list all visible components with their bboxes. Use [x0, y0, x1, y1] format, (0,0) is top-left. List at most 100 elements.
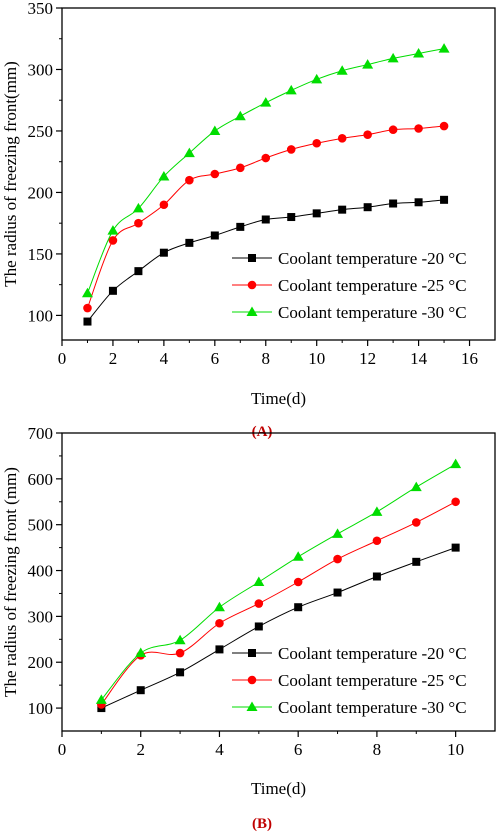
data-point: [176, 668, 185, 677]
data-point: [175, 648, 185, 658]
data-point: [134, 218, 143, 228]
data-point: [363, 203, 372, 212]
data-point: [107, 225, 119, 235]
data-point: [260, 97, 272, 107]
data-point: [210, 231, 219, 240]
data-point: [213, 601, 225, 612]
data-point: [287, 213, 296, 222]
x-tick-label: 16: [461, 349, 478, 368]
data-point: [95, 694, 107, 704]
legend-label: Coolant temperature -30 °C: [278, 303, 467, 322]
legend-marker: [247, 280, 257, 290]
series-line: [101, 547, 456, 709]
data-point: [440, 195, 449, 204]
data-point: [215, 618, 224, 628]
data-point: [389, 199, 398, 208]
data-point: [451, 543, 460, 552]
data-point: [413, 47, 425, 58]
data-point: [253, 576, 265, 586]
series-line: [100, 463, 456, 701]
x-tick-label: 2: [136, 740, 145, 759]
data-point: [412, 557, 421, 566]
data-point: [312, 209, 321, 218]
data-point: [108, 286, 117, 295]
data-point: [135, 647, 147, 658]
x-tick-label: 12: [359, 349, 376, 368]
data-point: [134, 267, 143, 276]
data-point: [414, 198, 423, 207]
data-point: [254, 622, 263, 631]
data-point: [285, 84, 297, 95]
y-tick-label: 500: [28, 516, 54, 535]
data-point: [336, 65, 348, 75]
x-tick-label: 2: [109, 349, 118, 368]
legend-marker: [246, 701, 258, 711]
data-point: [174, 634, 186, 645]
data-point: [293, 577, 303, 587]
x-tick-label: 4: [215, 740, 224, 759]
legend-marker: [247, 675, 257, 685]
panel-label: (B): [252, 816, 272, 832]
chart-b: 0 2 4 6 8 10 100 200 300 400 500 600 700 Time(d) The r…: [1, 424, 496, 832]
plot-frame: [61, 7, 496, 341]
data-point: [451, 497, 460, 507]
data-point: [294, 603, 303, 612]
data-point: [363, 130, 372, 139]
data-point: [371, 506, 383, 516]
data-point: [438, 43, 450, 53]
data-point: [372, 536, 382, 546]
x-tick-label: 6: [294, 740, 303, 759]
x-axis-label: Time(d): [251, 389, 306, 408]
data-point: [210, 169, 220, 179]
y-tick-label: 100: [28, 699, 54, 718]
data-point: [439, 121, 449, 131]
data-point: [410, 481, 422, 492]
legend-marker: [246, 306, 258, 316]
y-tick-label: 150: [28, 245, 54, 264]
data-point: [209, 125, 221, 135]
y-tick-label: 200: [28, 653, 54, 672]
data-point: [387, 52, 399, 63]
y-axis-label: The radius of freezing front(mm): [1, 61, 20, 287]
legend-label: Coolant temperature -20 °C: [278, 644, 467, 663]
x-tick-label: 6: [211, 349, 220, 368]
data-point: [261, 215, 270, 224]
x-tick-label: 8: [262, 349, 271, 368]
y-tick-label: 100: [28, 306, 54, 325]
x-axis-label: Time(d): [251, 779, 306, 798]
data-point: [83, 303, 92, 313]
y-tick-label: 400: [28, 562, 54, 581]
legend-marker: [248, 254, 256, 262]
y-tick-label: 300: [28, 60, 54, 79]
y-tick-label: 600: [28, 470, 54, 489]
legend-label: Coolant temperature -25 °C: [278, 671, 467, 690]
data-point: [136, 686, 145, 695]
x-tick-label: 8: [373, 740, 382, 759]
legend-label: Coolant temperature -25 °C: [278, 276, 467, 295]
data-point: [450, 458, 462, 469]
data-point: [362, 59, 374, 69]
data-point: [185, 175, 194, 185]
data-point: [108, 236, 118, 245]
x-tick-label: 14: [410, 349, 428, 368]
data-point: [159, 200, 169, 210]
y-tick-label: 250: [28, 122, 54, 141]
data-point: [159, 248, 168, 257]
legend-marker: [248, 649, 256, 657]
data-point: [235, 163, 245, 173]
data-point: [286, 145, 296, 154]
data-point: [311, 73, 323, 84]
data-point: [215, 645, 224, 654]
data-point: [81, 287, 93, 298]
data-point: [185, 238, 194, 247]
data-point: [254, 599, 264, 608]
data-point: [411, 518, 421, 527]
y-tick-label: 350: [28, 0, 54, 18]
chart-a: 0 2 4 6 8 10 12 14 16 100 150 200 250 300 350 Time(d) Th…: [1, 0, 496, 440]
data-point: [83, 317, 92, 326]
data-point: [261, 153, 271, 163]
legend-label: Coolant temperature -30 °C: [278, 698, 467, 717]
data-point: [183, 147, 195, 158]
plot-frame: [61, 432, 496, 732]
